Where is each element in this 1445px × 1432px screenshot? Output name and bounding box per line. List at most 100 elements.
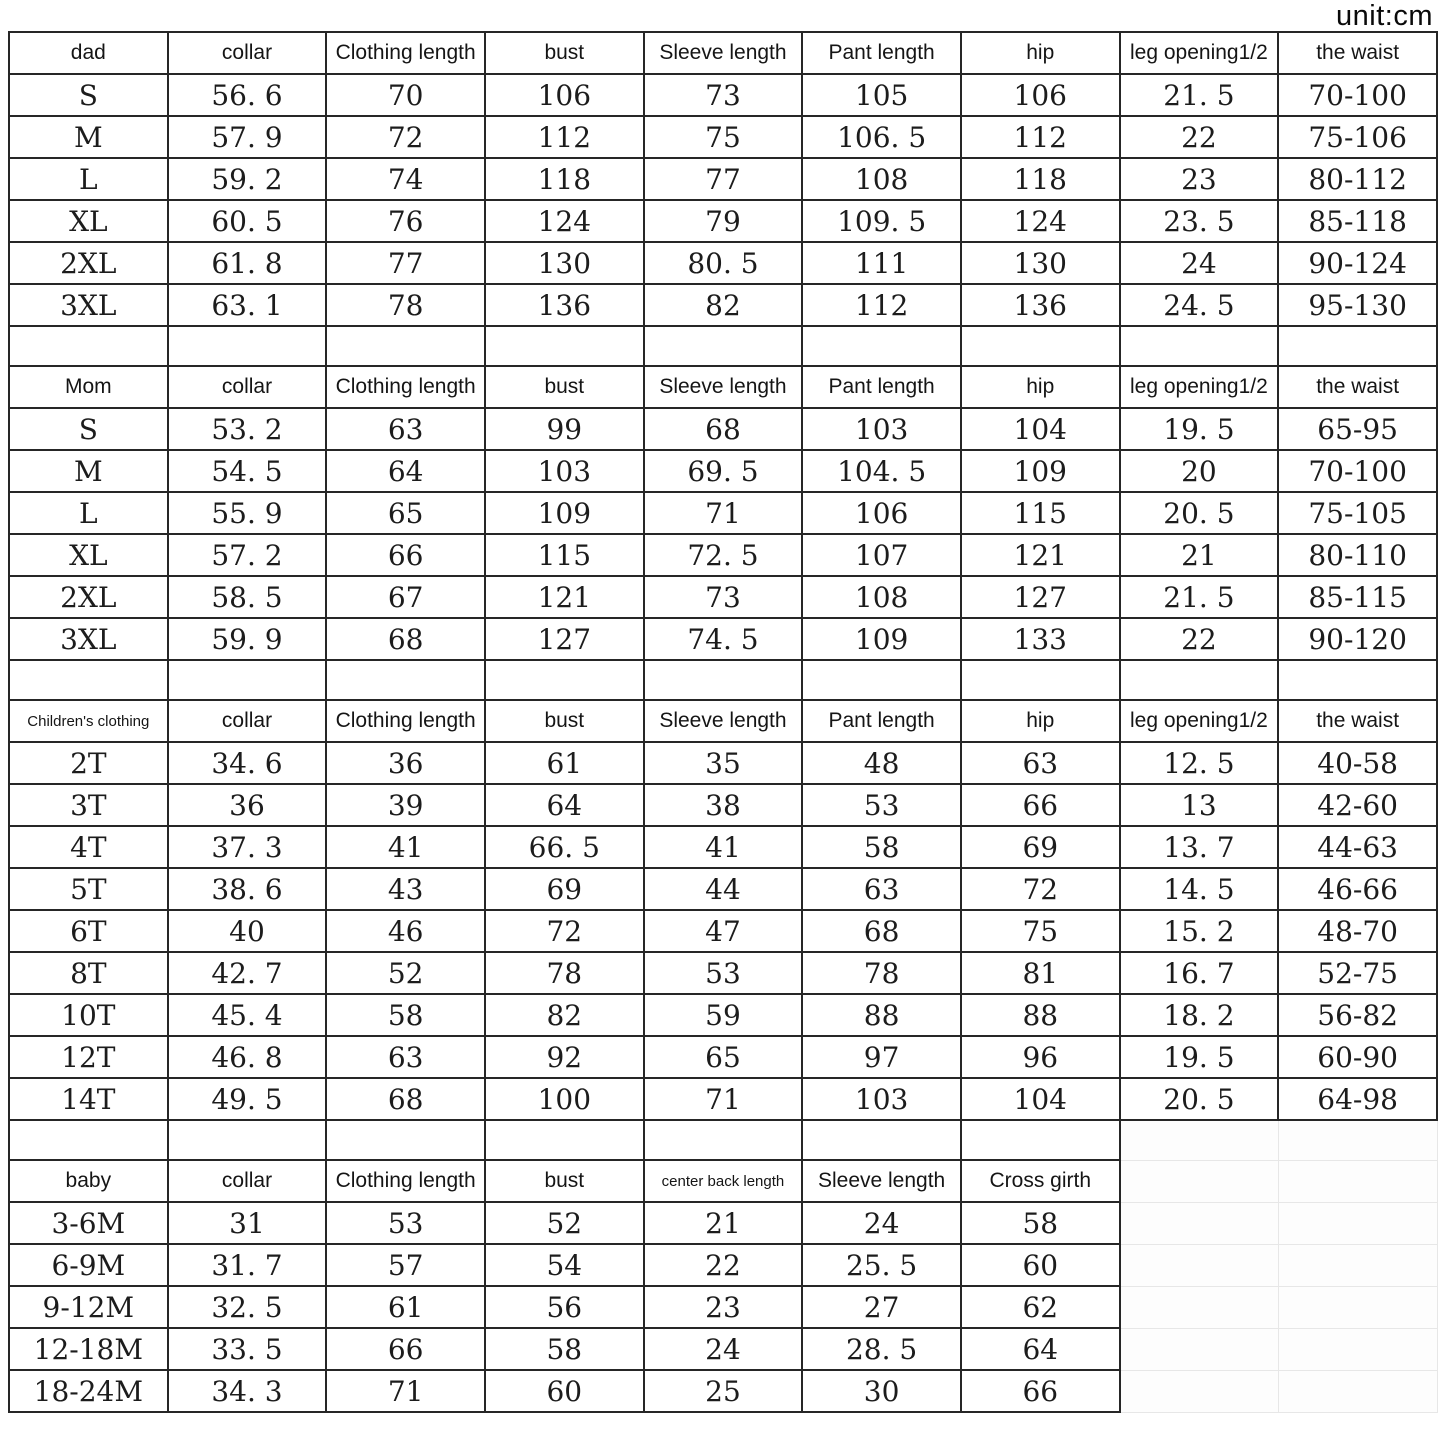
ghost-cell (1119, 1243, 1279, 1287)
value-cell: 37. 3 (166, 825, 328, 869)
value-cell: 107 (801, 533, 962, 577)
children-row: 5T 38. 6 43 69 44 63 72 14. 5 46-66 (8, 867, 1438, 911)
value-cell: 40 (166, 909, 328, 953)
children-row: 2T 34. 6 36 61 35 48 63 12. 5 40-58 (8, 741, 1438, 785)
size-cell: 14T (8, 1077, 169, 1121)
value-cell: 108 (801, 157, 962, 201)
value-cell: 63 (959, 741, 1121, 785)
header-cell: bust (483, 365, 645, 409)
spacer-cell (642, 1119, 804, 1161)
value-cell: 112 (483, 115, 645, 159)
value-cell: 22 (1118, 617, 1280, 661)
value-cell: 39 (325, 783, 486, 827)
value-cell: 100 (483, 1077, 645, 1121)
value-cell: 82 (483, 993, 645, 1037)
value-cell: 58 (801, 825, 962, 869)
value-cell: 72 (483, 909, 645, 953)
value-cell: 88 (959, 993, 1121, 1037)
header-cell: Sleeve length (801, 1159, 962, 1203)
value-cell: 70-100 (1277, 449, 1438, 493)
mom-row: L 55. 9 65 109 71 106 115 20. 5 75-105 (8, 491, 1438, 535)
value-cell: 68 (642, 407, 804, 451)
header-cell: bust (483, 31, 645, 75)
children-row: 3T 36 39 64 38 53 66 13 42-60 (8, 783, 1438, 827)
header-cell: Sleeve length (642, 699, 804, 743)
value-cell: 71 (642, 1077, 804, 1121)
size-cell: XL (8, 533, 169, 577)
value-cell: 54 (483, 1243, 645, 1287)
children-row: 8T 42. 7 52 78 53 78 81 16. 7 52-75 (8, 951, 1438, 995)
header-cell: Sleeve length (642, 31, 804, 75)
value-cell: 112 (801, 283, 962, 327)
mom-row: S 53. 2 63 99 68 103 104 19. 5 65-95 (8, 407, 1438, 451)
value-cell: 13. 7 (1118, 825, 1280, 869)
value-cell: 63. 1 (166, 283, 328, 327)
value-cell: 44-63 (1277, 825, 1438, 869)
ghost-cell (1277, 1159, 1438, 1203)
value-cell: 115 (483, 533, 645, 577)
value-cell: 90-120 (1277, 617, 1438, 661)
value-cell: 74 (325, 157, 486, 201)
spacer-cell (959, 325, 1121, 367)
size-cell: 12-18M (8, 1327, 169, 1371)
mom-row: 2XL 58. 5 67 121 73 108 127 21. 5 85-115 (8, 575, 1438, 619)
value-cell: 124 (483, 199, 645, 243)
value-cell: 61 (325, 1285, 486, 1329)
value-cell: 38 (642, 783, 804, 827)
value-cell: 85-118 (1277, 199, 1438, 243)
value-cell: 25 (642, 1369, 804, 1413)
spacer-cell (166, 325, 328, 367)
ghost-cell (1277, 1119, 1438, 1161)
value-cell: 130 (483, 241, 645, 285)
value-cell: 81 (959, 951, 1121, 995)
value-cell: 20. 5 (1118, 491, 1280, 535)
children-row: 6T 40 46 72 47 68 75 15. 2 48-70 (8, 909, 1438, 953)
value-cell: 112 (959, 115, 1121, 159)
value-cell: 42. 7 (166, 951, 328, 995)
children-row: 10T 45. 4 58 82 59 88 88 18. 2 56-82 (8, 993, 1438, 1037)
value-cell: 57. 2 (166, 533, 328, 577)
size-cell: 3XL (8, 617, 169, 661)
size-cell: 6T (8, 909, 169, 953)
size-cell: 3-6M (8, 1201, 169, 1245)
value-cell: 136 (959, 283, 1121, 327)
value-cell: 133 (959, 617, 1121, 661)
header-cell: Pant length (801, 365, 962, 409)
value-cell: 58 (483, 1327, 645, 1371)
mom-row: M 54. 5 64 103 69. 5 104. 5 109 20 70-100 (8, 449, 1438, 493)
value-cell: 23. 5 (1118, 199, 1280, 243)
value-cell: 66 (959, 783, 1121, 827)
header-cell: dad (8, 31, 169, 75)
value-cell: 58 (325, 993, 486, 1037)
header-cell: collar (166, 699, 328, 743)
value-cell: 66 (325, 533, 486, 577)
size-cell: M (8, 449, 169, 493)
value-cell: 75 (642, 115, 804, 159)
baby-row: 3-6M 31 53 52 21 24 58 (8, 1201, 1438, 1245)
value-cell: 60 (483, 1369, 645, 1413)
value-cell: 34. 3 (166, 1369, 328, 1413)
value-cell: 55. 9 (166, 491, 328, 535)
header-cell: hip (959, 31, 1121, 75)
ghost-cell (1277, 1327, 1438, 1371)
spacer-cell (483, 1119, 645, 1161)
value-cell: 78 (325, 283, 486, 327)
value-cell: 60 (959, 1243, 1121, 1287)
ghost-cell (1119, 1369, 1279, 1413)
mom-row: 3XL 59. 9 68 127 74. 5 109 133 22 90-120 (8, 617, 1438, 661)
value-cell: 53 (325, 1201, 486, 1245)
value-cell: 121 (959, 533, 1121, 577)
header-cell: leg opening1/2 (1118, 699, 1280, 743)
size-cell: 4T (8, 825, 169, 869)
value-cell: 68 (801, 909, 962, 953)
value-cell: 106. 5 (801, 115, 962, 159)
spacer-cell (483, 325, 645, 367)
children-header-row: Children's clothing collar Clothing length… (8, 699, 1438, 743)
value-cell: 105 (801, 73, 962, 117)
value-cell: 64 (959, 1327, 1121, 1371)
spacer-cell (166, 659, 328, 701)
header-cell: the waist (1277, 365, 1438, 409)
value-cell: 65-95 (1277, 407, 1438, 451)
value-cell: 60-90 (1277, 1035, 1438, 1079)
value-cell: 104 (959, 407, 1121, 451)
